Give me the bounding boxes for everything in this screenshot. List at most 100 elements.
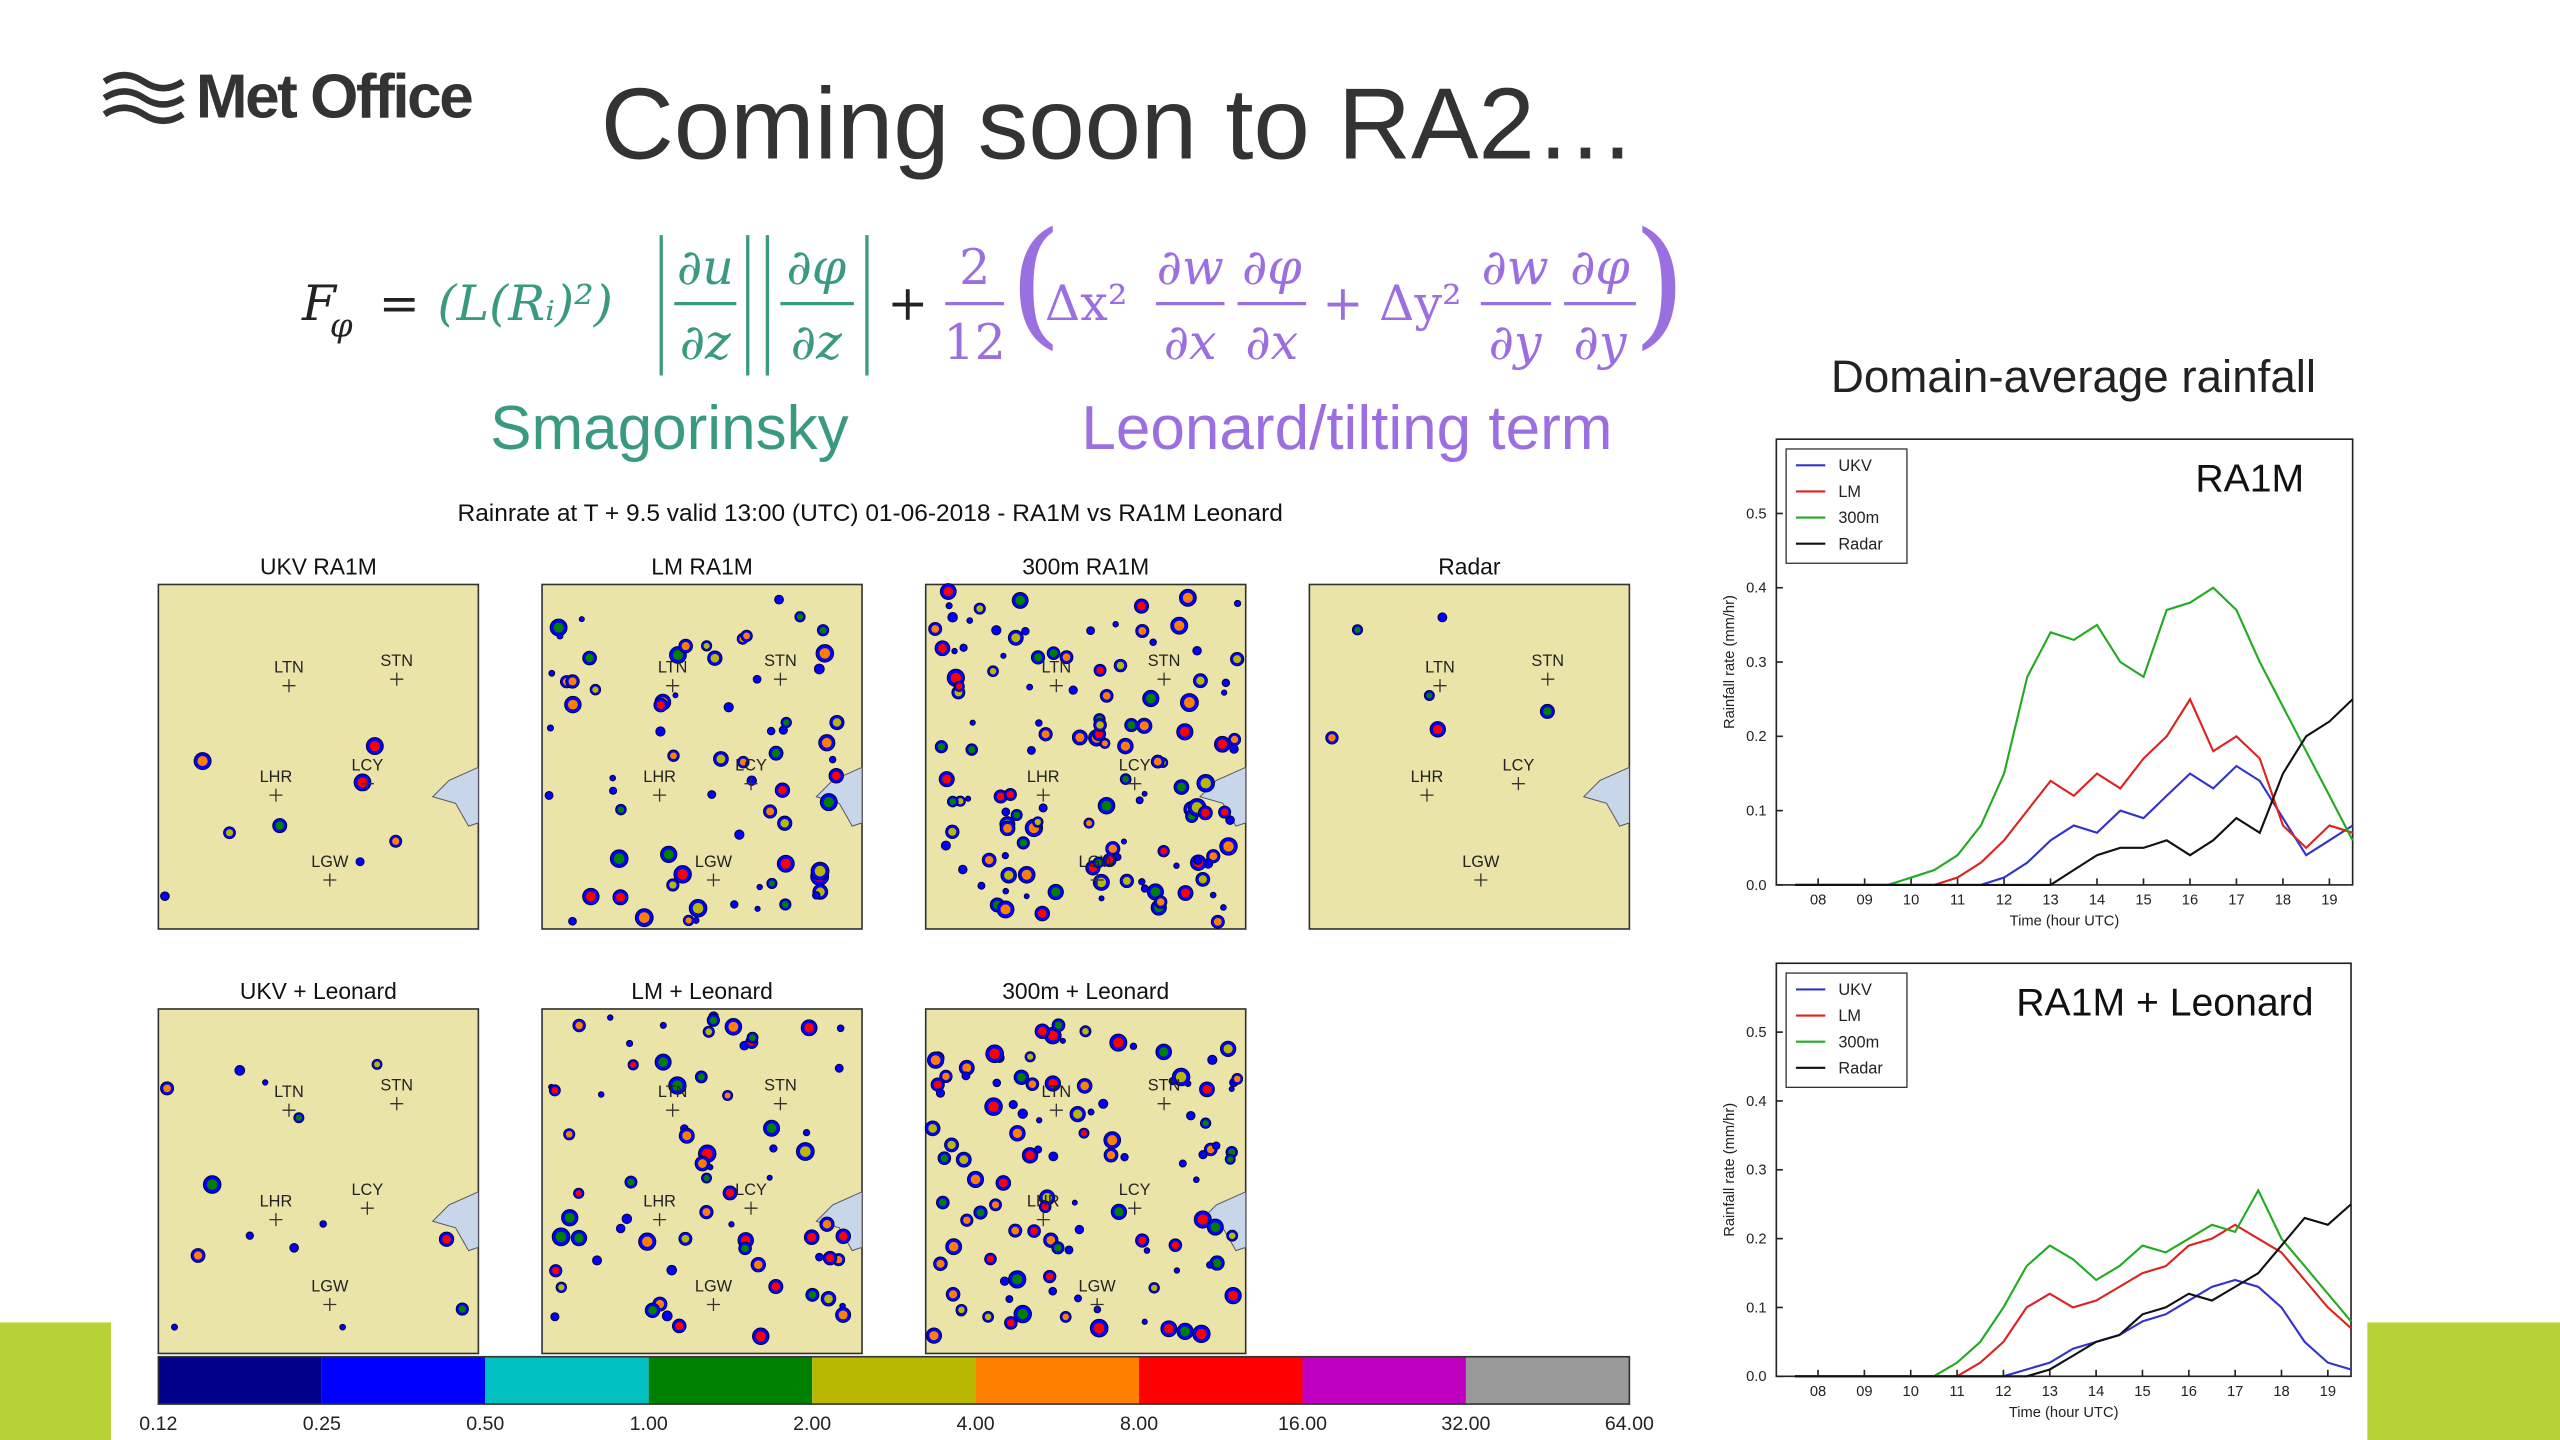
rain-cell	[1225, 815, 1235, 825]
rain-cell	[621, 1213, 633, 1225]
x-tick-label: 16	[2182, 892, 2198, 908]
eq-text: )	[1633, 204, 1687, 363]
rain-cell-core	[374, 1061, 381, 1068]
rain-cell-core	[942, 1072, 950, 1081]
rain-cell	[1233, 599, 1242, 608]
rain-cell-core	[822, 1220, 832, 1229]
rain-cell	[672, 692, 679, 699]
colorbar-segment	[1302, 1356, 1466, 1405]
rain-cell-core	[1012, 1128, 1023, 1138]
series-line	[1794, 1203, 2352, 1378]
map-background	[541, 1008, 863, 1355]
rain-cell	[546, 724, 554, 732]
rain-cell	[1143, 1247, 1151, 1254]
rain-cell-core	[755, 1331, 766, 1342]
rain-cells	[924, 1018, 1244, 1344]
station-marker	[269, 788, 283, 802]
rain-cell-core	[1080, 1130, 1087, 1137]
rain-cell-core	[930, 1055, 941, 1066]
equation: F φ = (L(Rᵢ)²) ∂u ∂z ∂φ ∂z + 2 12 ( ) Δx…	[301, 204, 1686, 376]
x-tick-label: 08	[1810, 892, 1826, 908]
rain-cell-core	[1223, 841, 1234, 852]
rain-cell-core	[663, 849, 674, 860]
rain-cell-core	[703, 642, 710, 649]
rain-cell-core	[163, 1084, 171, 1093]
rain-cell	[1008, 1100, 1018, 1110]
rain-cell	[940, 840, 951, 851]
rain-cell-core	[724, 1092, 731, 1099]
rain-cell-core	[749, 1034, 756, 1041]
map-water	[1199, 766, 1247, 827]
rain-cell-core	[1095, 859, 1102, 866]
rain-cell-core	[670, 752, 677, 760]
rain-cell-core	[743, 632, 751, 640]
rain-cell-core	[1013, 811, 1020, 819]
rain-cell	[615, 1223, 626, 1234]
station-label: STN	[1531, 652, 1564, 670]
station-label: LHR	[1027, 768, 1060, 786]
rain-cell	[1209, 891, 1217, 899]
rain-cell-core	[1196, 1328, 1207, 1340]
rain-cell-core	[1006, 790, 1015, 799]
legend-label: LM	[1838, 483, 1861, 501]
rain-cell	[1193, 1176, 1200, 1184]
x-tick-label: 10	[1903, 892, 1919, 908]
colorbar-tick-label: 0.50	[466, 1413, 504, 1435]
rain-cell	[339, 1323, 346, 1331]
rain-cell	[319, 1220, 327, 1228]
rain-cell-core	[739, 758, 747, 766]
map-water	[1582, 766, 1630, 827]
rain-cell	[1026, 745, 1036, 755]
rain-cell	[812, 891, 821, 900]
legend-label: Radar	[1838, 1059, 1883, 1077]
x-tick-label: 10	[1903, 1384, 1919, 1400]
eq-text: ∂z	[791, 314, 843, 371]
rain-cell-core	[991, 1201, 1000, 1209]
rain-cell	[1036, 1117, 1043, 1124]
rain-cell	[935, 1088, 946, 1098]
rain-cell	[813, 663, 825, 675]
rain-cell-core	[957, 798, 964, 805]
rain-cell-core	[1201, 808, 1210, 818]
rain-cell-core	[1137, 601, 1146, 611]
rain-cell-core	[956, 683, 963, 690]
rain-cell	[661, 1310, 673, 1322]
rain-cell-core	[1017, 1072, 1026, 1082]
eq-text: =	[379, 275, 420, 332]
rain-cell-core	[768, 880, 775, 887]
rain-cell-core	[575, 1190, 582, 1197]
eq-text: Δx²	[1045, 275, 1128, 332]
eq-text: ∂y	[1573, 314, 1627, 371]
rain-cell-core	[442, 1234, 451, 1244]
rain-cell-core	[1082, 1027, 1089, 1035]
rain-cell-core	[938, 643, 947, 653]
rainfall-title: Domain-average rainfall	[1831, 351, 2316, 402]
station-marker	[1049, 679, 1063, 693]
rain-cell	[958, 864, 968, 875]
rain-cell-core	[672, 649, 683, 661]
rain-cell-core	[697, 1073, 705, 1081]
rain-cell-core	[638, 912, 650, 924]
x-tick-label: 14	[2088, 1384, 2104, 1400]
rain-cell	[828, 755, 837, 764]
rain-cell	[1021, 627, 1030, 636]
rain-cell-core	[996, 792, 1005, 801]
rain-cell-core	[741, 1244, 749, 1253]
rain-cell-core	[1046, 1235, 1056, 1245]
rain-cell	[766, 726, 776, 736]
colorbar-segment	[648, 1356, 813, 1405]
x-axis-label: Time (hour UTC)	[2010, 914, 2120, 930]
rain-cell-core	[1164, 1324, 1174, 1334]
rain-cell	[592, 1255, 603, 1266]
rain-cell	[961, 1071, 971, 1081]
rain-cell	[1048, 1151, 1059, 1162]
rain-cell	[1001, 807, 1011, 817]
map-water	[431, 766, 479, 827]
rain-cell-core	[1228, 1232, 1236, 1239]
map-title: Radar	[1438, 554, 1501, 580]
rain-cell	[992, 1078, 1002, 1088]
rain-cell-core	[1062, 653, 1071, 662]
rain-cell	[756, 883, 763, 891]
